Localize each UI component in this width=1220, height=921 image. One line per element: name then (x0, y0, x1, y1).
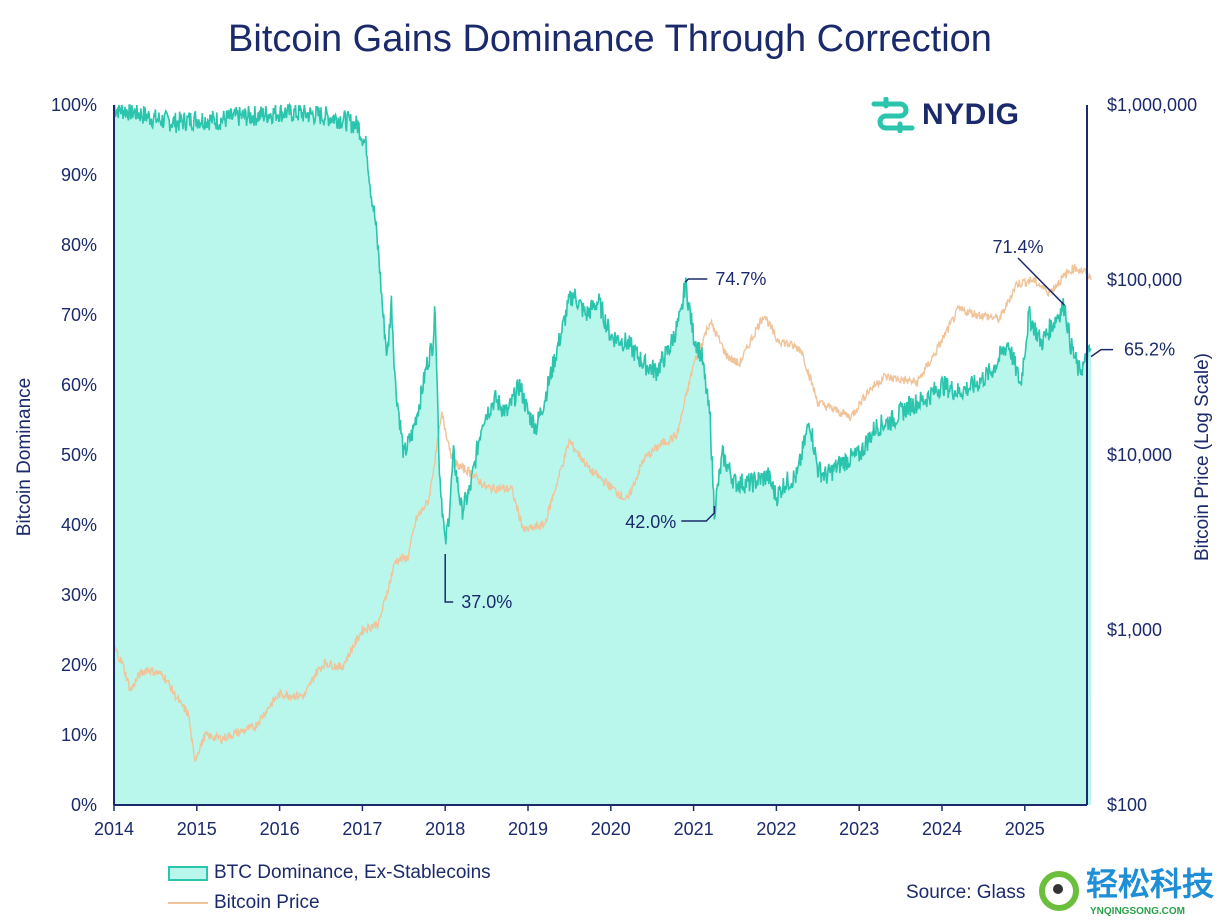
y-right-tick-label: $10,000 (1107, 445, 1172, 465)
nydig-logo: NYDIG (870, 97, 1020, 133)
x-tick-label: 2021 (674, 819, 714, 839)
legend-label: BTC Dominance, Ex-Stablecoins (214, 862, 491, 883)
y-left-tick-label: 60% (61, 375, 97, 395)
x-tick-label: 2023 (839, 819, 879, 839)
chart-title: Bitcoin Gains Dominance Through Correcti… (228, 18, 992, 60)
source-note: Source: Glass (906, 882, 1026, 903)
annotation-leader (1090, 348, 1114, 358)
watermark-text: 轻松科技 (1086, 866, 1215, 902)
dominance-line (113, 101, 1092, 545)
y-left-tick-label: 10% (61, 725, 97, 745)
y-left-tick-label: 20% (61, 655, 97, 675)
annotation-label: 42.0% (625, 512, 676, 532)
y-right-tick-label: $100,000 (1107, 270, 1182, 290)
x-tick-label: 2025 (1005, 819, 1045, 839)
annotation-label: 65.2% (1124, 340, 1175, 360)
y-right-tick-label: $1,000 (1107, 620, 1162, 640)
annotation-leader (1017, 257, 1066, 306)
y-right-tick-label: $1,000,000 (1107, 95, 1197, 115)
y-left-tick-label: 100% (51, 95, 97, 115)
x-tick-label: 2020 (591, 819, 631, 839)
y-left-tick-label: 0% (71, 795, 97, 815)
y-left-tick-label: 80% (61, 235, 97, 255)
watermark-eye-icon (1039, 871, 1079, 911)
nydig-logo-icon (871, 97, 915, 133)
annotation-label: 74.7% (715, 269, 766, 289)
x-tick-label: 2022 (756, 819, 796, 839)
x-tick-label: 2024 (922, 819, 962, 839)
legend-swatch-area (168, 865, 208, 881)
x-tick-label: 2015 (177, 819, 217, 839)
x-tick-label: 2014 (94, 819, 134, 839)
watermark: 轻松科技 YNQINGSONG.COM (1038, 866, 1218, 920)
right-axis-title: Bitcoin Price (Log Scale) (1192, 352, 1213, 562)
price-line (113, 263, 1092, 762)
legend-swatch-line (168, 902, 208, 904)
y-left-tick-label: 30% (61, 585, 97, 605)
legend-item-dominance: BTC Dominance, Ex-Stablecoins (168, 858, 491, 888)
x-tick-label: 2018 (425, 819, 465, 839)
logo-text: NYDIG (922, 98, 1020, 131)
y-left-tick-label: 90% (61, 165, 97, 185)
left-axis-title: Bitcoin Dominance (14, 377, 35, 537)
y-right-tick-label: $100 (1107, 795, 1147, 815)
watermark-url: YNQINGSONG.COM (1090, 906, 1186, 917)
x-tick-label: 2016 (260, 819, 300, 839)
y-left-tick-label: 40% (61, 515, 97, 535)
y-left-tick-label: 50% (61, 445, 97, 465)
x-tick-label: 2019 (508, 819, 548, 839)
annotation-leader (444, 554, 454, 603)
annotation-label: 37.0% (461, 592, 512, 612)
annotation-leader (684, 278, 708, 283)
legend-label: Bitcoin Price (214, 892, 320, 913)
annotation-leader (681, 506, 716, 522)
dominance-area (114, 105, 1092, 805)
legend: BTC Dominance, Ex-Stablecoins Bitcoin Pr… (168, 858, 491, 918)
x-tick-label: 2017 (342, 819, 382, 839)
annotation-label: 71.4% (992, 237, 1043, 257)
legend-item-price: Bitcoin Price (168, 888, 491, 918)
y-left-tick-label: 70% (61, 305, 97, 325)
